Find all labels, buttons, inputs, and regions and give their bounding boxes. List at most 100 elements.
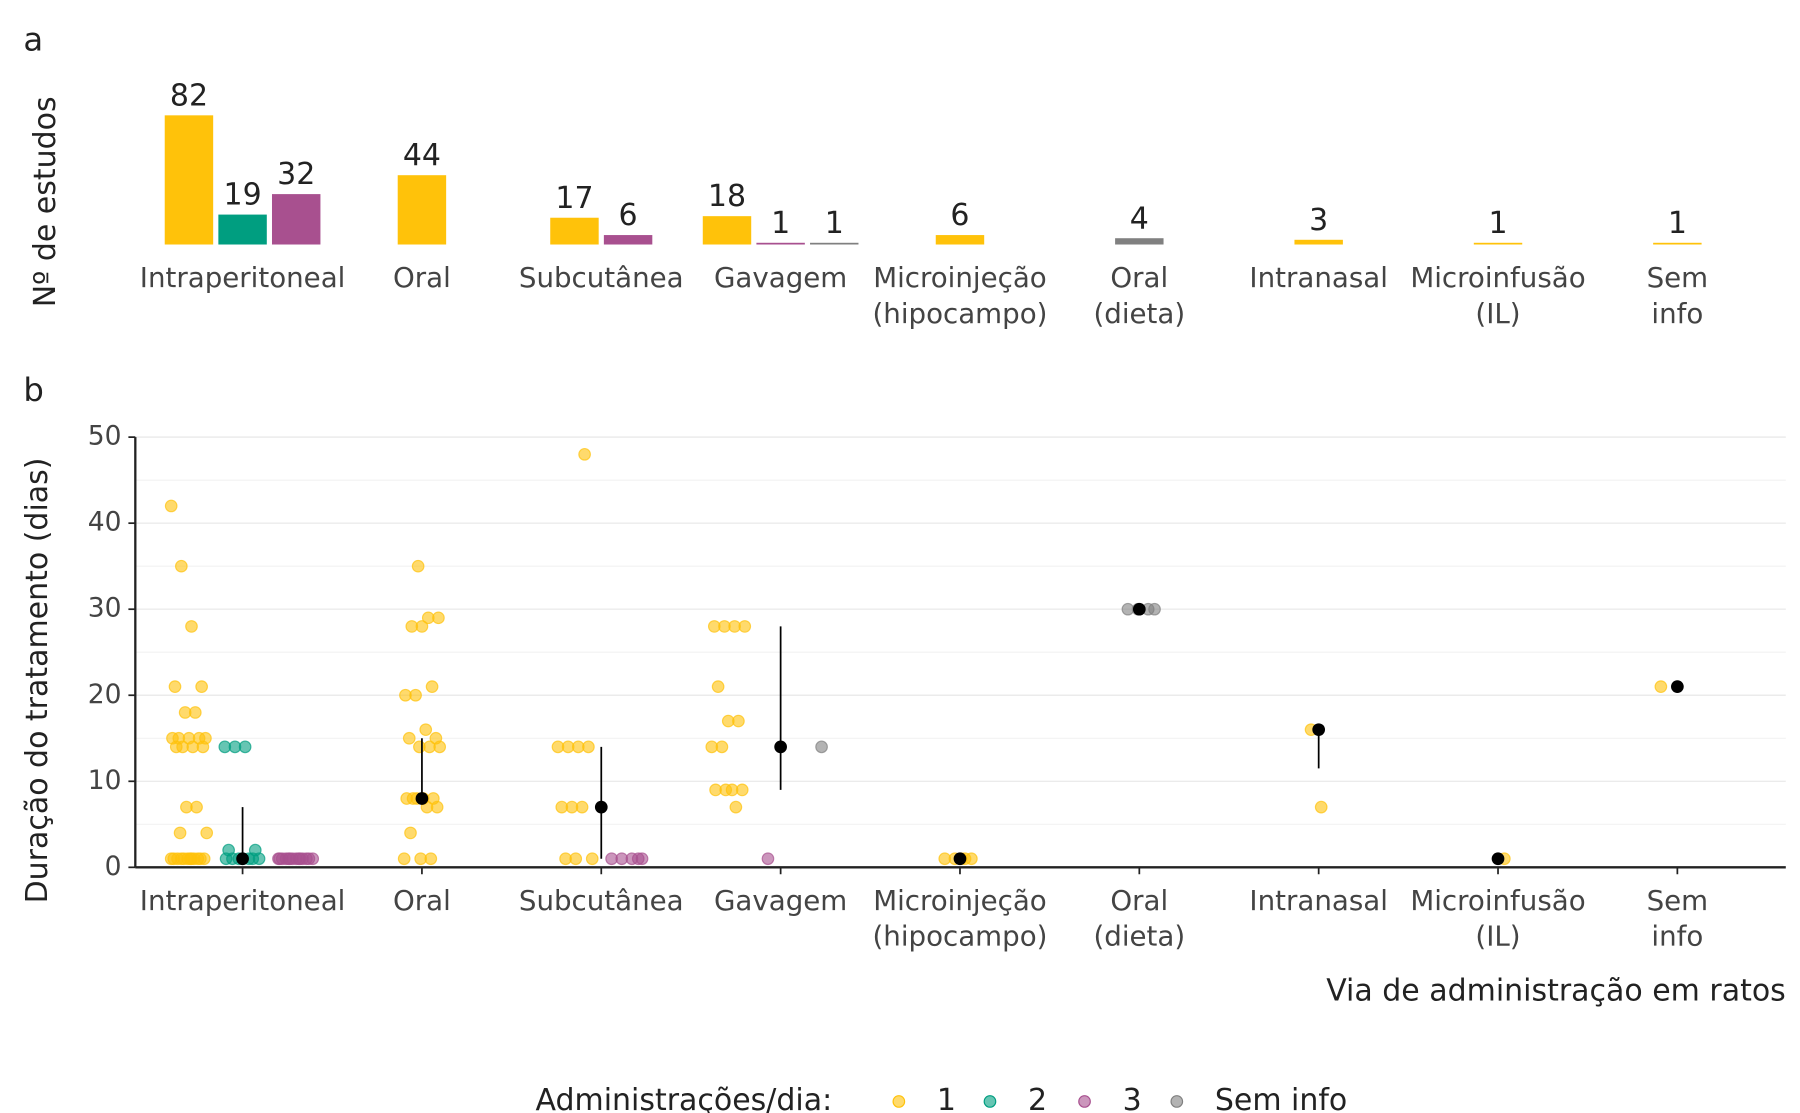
panel-label: b xyxy=(23,371,44,409)
x-tick-label: Subcutânea xyxy=(519,261,684,294)
x-tick-label: Oral xyxy=(393,884,451,917)
data-label: 32 xyxy=(277,157,315,192)
data-label: 1 xyxy=(1668,206,1687,241)
y-axis-title: Nº de estudos xyxy=(28,96,63,307)
x-tick-label: Microinfusão (IL) xyxy=(1410,884,1585,953)
point xyxy=(738,620,752,633)
point xyxy=(397,852,411,866)
point xyxy=(433,740,447,754)
point xyxy=(185,852,198,866)
point xyxy=(169,740,183,754)
point xyxy=(293,852,307,866)
median-point xyxy=(594,800,608,814)
legend-swatch xyxy=(1078,1095,1091,1108)
legend-swatch xyxy=(892,1095,906,1108)
panel-label: a xyxy=(23,21,43,59)
point xyxy=(196,740,210,754)
point xyxy=(173,826,187,840)
x-tick-label: Intranasal xyxy=(1249,261,1387,294)
point xyxy=(238,740,252,754)
point xyxy=(569,852,583,866)
y-tick-label: 10 xyxy=(88,765,122,796)
x-tick-label: Oral xyxy=(393,261,451,294)
x-tick-label: Gavagem xyxy=(714,261,847,294)
x-tick-label: Microinjeção (hipocampo) xyxy=(873,884,1048,953)
point xyxy=(174,559,188,573)
median-point xyxy=(1132,602,1146,616)
legend-title: Administrações/dia: xyxy=(536,1083,833,1113)
median-point xyxy=(1491,852,1505,866)
data-label: 82 xyxy=(170,78,208,113)
x-tick-label: Sem info xyxy=(1647,261,1709,330)
data-label: 44 xyxy=(403,138,441,173)
x-tick-label: Gavagem xyxy=(714,884,847,917)
point xyxy=(729,800,743,814)
data-label: 1 xyxy=(771,206,790,241)
point xyxy=(419,723,433,737)
bar xyxy=(935,235,985,245)
legend-swatch xyxy=(1170,1095,1184,1108)
point xyxy=(164,499,178,513)
legend-label: 3 xyxy=(1123,1083,1142,1113)
point xyxy=(404,826,417,840)
point xyxy=(415,620,429,633)
data-label: 1 xyxy=(825,206,844,241)
bar xyxy=(756,242,805,245)
point xyxy=(185,620,198,633)
bar xyxy=(1653,242,1702,245)
point xyxy=(1654,680,1668,693)
median-point xyxy=(415,792,429,805)
data-label: 1 xyxy=(1488,206,1507,241)
x-tick-label: Microinfusão (IL) xyxy=(1410,261,1585,330)
legend-label: Sem info xyxy=(1215,1083,1347,1113)
bar xyxy=(164,115,214,245)
point xyxy=(409,688,422,702)
y-tick-label: 30 xyxy=(88,593,122,624)
point xyxy=(430,800,444,814)
x-tick-label: Sem info xyxy=(1647,884,1709,953)
data-label: 19 xyxy=(224,178,262,213)
point xyxy=(635,852,649,866)
point xyxy=(190,800,203,814)
x-tick-label: Microinjeção (hipocampo) xyxy=(873,261,1048,330)
data-label: 4 xyxy=(1130,201,1149,236)
median-point xyxy=(953,852,967,866)
point xyxy=(585,852,599,866)
point xyxy=(575,800,589,814)
bar xyxy=(271,194,321,245)
x-tick-label: Oral (dieta) xyxy=(1093,884,1185,953)
data-label: 18 xyxy=(708,179,746,214)
point xyxy=(188,706,202,719)
point xyxy=(424,852,438,866)
point xyxy=(1314,800,1328,814)
y-tick-label: 0 xyxy=(105,851,122,882)
legend-swatch xyxy=(983,1095,997,1108)
data-label: 6 xyxy=(619,198,638,233)
bar xyxy=(810,242,859,245)
bar xyxy=(550,217,599,245)
legend-label: 1 xyxy=(937,1083,956,1113)
point xyxy=(711,680,725,693)
median-point xyxy=(1671,680,1684,693)
y-tick-label: 20 xyxy=(88,679,122,710)
point xyxy=(578,447,591,461)
point xyxy=(411,559,425,573)
data-label: 3 xyxy=(1309,203,1328,238)
point xyxy=(200,826,214,840)
point xyxy=(582,740,595,754)
point xyxy=(432,611,445,625)
median-point xyxy=(774,740,787,754)
point xyxy=(715,740,729,754)
y-tick-label: 40 xyxy=(88,507,122,538)
median-point xyxy=(236,852,249,866)
x-axis-title: Via de administração em ratos xyxy=(1326,973,1786,1008)
point xyxy=(425,680,439,693)
point xyxy=(732,714,745,728)
data-label: 6 xyxy=(950,198,969,233)
bar xyxy=(1115,238,1164,245)
data-label: 17 xyxy=(555,181,593,216)
median-point xyxy=(1312,723,1326,737)
bar xyxy=(1473,242,1523,245)
bar xyxy=(218,214,267,245)
point xyxy=(219,852,233,866)
